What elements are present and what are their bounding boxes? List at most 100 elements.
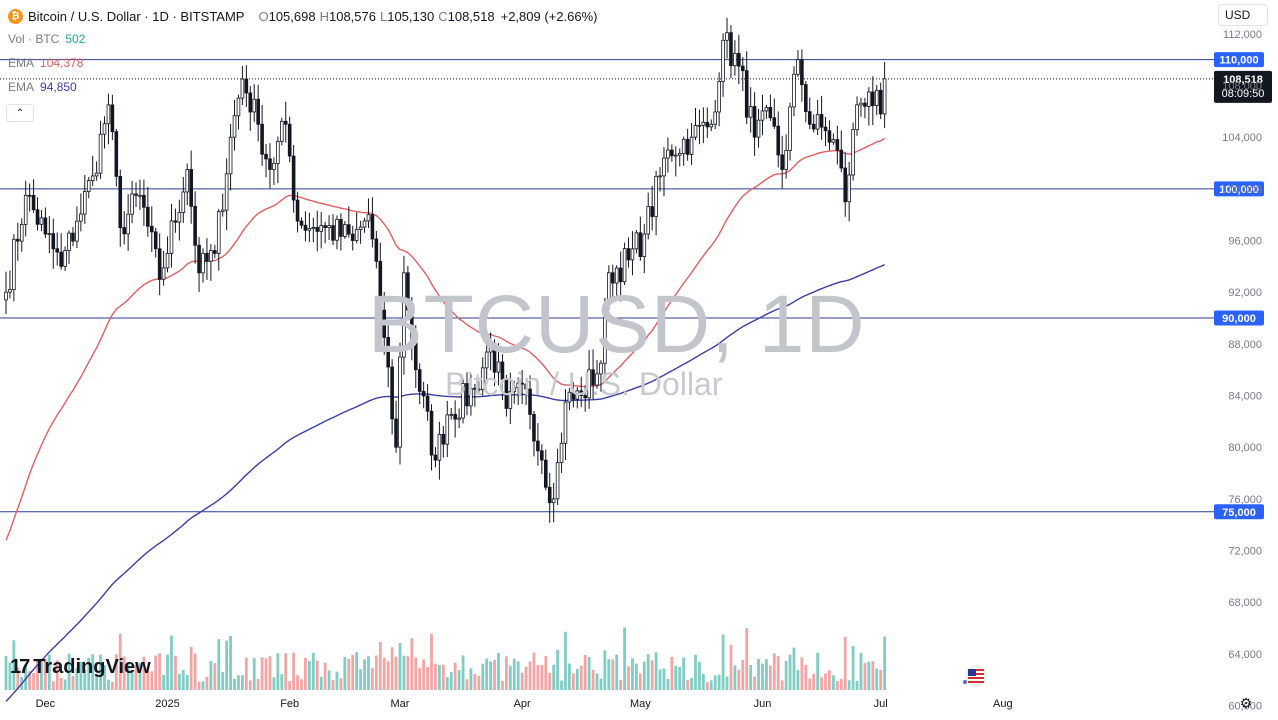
symbol-header[interactable]: ₿ Bitcoin / U.S. Dollar · 1D · BITSTAMP … bbox=[8, 7, 597, 25]
volume-bar bbox=[24, 665, 28, 690]
volume-bar bbox=[146, 667, 150, 690]
volume-bar bbox=[288, 681, 292, 690]
candle-up bbox=[713, 111, 717, 125]
volume-bar bbox=[177, 673, 181, 690]
price-tick-label: 68,000 bbox=[1228, 597, 1262, 609]
volume-bar bbox=[386, 661, 390, 690]
candle-down bbox=[315, 226, 320, 232]
candle-down bbox=[638, 232, 643, 258]
volume-bar bbox=[75, 668, 79, 690]
volume-bar bbox=[493, 659, 496, 690]
volume-bar bbox=[658, 669, 662, 690]
candle-up bbox=[307, 228, 312, 231]
volume-bar bbox=[753, 676, 756, 690]
volume-bar bbox=[142, 656, 146, 690]
ema-fast-legend[interactable]: EMA 104,378 bbox=[8, 56, 83, 70]
candle-up bbox=[607, 272, 611, 306]
settings-gear-icon[interactable]: ⚙ bbox=[1239, 694, 1253, 711]
volume-indicator-legend[interactable]: Vol · BTC 502 bbox=[8, 32, 85, 46]
candle-down bbox=[473, 387, 477, 390]
volume-bar bbox=[323, 662, 327, 690]
currency-selector[interactable]: USD bbox=[1218, 4, 1268, 26]
volume-bar bbox=[666, 678, 670, 690]
volume-bar bbox=[319, 676, 323, 690]
volume-bar bbox=[800, 657, 804, 690]
volume-bar bbox=[103, 665, 106, 690]
tradingview-mark-icon: 17 bbox=[10, 656, 30, 678]
candle-down bbox=[43, 217, 48, 235]
volume-bar bbox=[339, 678, 343, 690]
time-tick-label: Jul bbox=[874, 698, 888, 710]
volume-bar bbox=[615, 654, 619, 690]
price-tick-label: 104,000 bbox=[1222, 132, 1262, 144]
symbol-title[interactable]: Bitcoin / U.S. Dollar · 1D · BITSTAMP bbox=[28, 8, 245, 24]
volume-bar bbox=[776, 656, 780, 690]
price-tick-label: 112,000 bbox=[1223, 29, 1262, 41]
level-price-label: 75,000 bbox=[1222, 507, 1256, 519]
horizontal-levels: 110,000 100,000 90,000 75,000 108,518 08:09:5… bbox=[0, 52, 1272, 520]
tradingview-logo[interactable]: 17 TradingView bbox=[10, 656, 151, 679]
level-price-badge bbox=[1214, 310, 1264, 326]
volume-bar bbox=[229, 635, 232, 690]
volume-bar bbox=[126, 662, 130, 690]
volume-bar bbox=[181, 670, 185, 690]
volume-bar bbox=[745, 628, 749, 690]
candle-up bbox=[469, 387, 473, 407]
candle-up bbox=[851, 129, 855, 176]
volume-bar bbox=[501, 680, 504, 690]
candle-up bbox=[279, 120, 284, 142]
candle-up bbox=[709, 123, 714, 128]
candle-up bbox=[555, 462, 560, 500]
volume-bar bbox=[855, 681, 859, 690]
volume-bar bbox=[449, 671, 453, 690]
volume-bar bbox=[32, 673, 35, 690]
candle-down bbox=[59, 251, 63, 267]
volume-bar bbox=[122, 656, 126, 690]
ema-slow-legend[interactable]: EMA 94,850 bbox=[8, 80, 77, 94]
candle-down bbox=[670, 149, 674, 157]
candle-up bbox=[362, 220, 367, 228]
volume-bar bbox=[623, 627, 626, 690]
time-tick-label: May bbox=[630, 698, 651, 710]
candle-up bbox=[847, 174, 851, 203]
volume-bar bbox=[28, 671, 32, 690]
candle-up bbox=[480, 367, 485, 391]
candle-up bbox=[764, 106, 769, 112]
candle-up bbox=[484, 351, 489, 369]
volume-bar bbox=[575, 669, 579, 690]
candle-down bbox=[618, 267, 623, 283]
level-price-badge bbox=[1214, 52, 1264, 68]
level-price-label: 90,000 bbox=[1222, 313, 1256, 325]
candle-down bbox=[390, 366, 394, 420]
candle-down bbox=[800, 59, 804, 86]
candle-up bbox=[220, 209, 225, 213]
candle-down bbox=[157, 248, 162, 280]
volume-bar bbox=[280, 674, 284, 690]
candle-up bbox=[67, 232, 71, 251]
candle-down bbox=[421, 391, 426, 397]
candle-down bbox=[283, 120, 288, 125]
volume-bar bbox=[225, 640, 229, 690]
volume-bar bbox=[560, 680, 563, 690]
time-tick-label: Aug bbox=[993, 698, 1013, 710]
candle-up bbox=[697, 124, 702, 127]
price-axis: 112,000 108,000 104,000 100,000 96,000 92,000… bbox=[1222, 29, 1262, 713]
volume-bar bbox=[233, 678, 236, 690]
volume-bar bbox=[741, 659, 745, 690]
price-tick-label: 80,000 bbox=[1228, 442, 1262, 454]
candle-down bbox=[547, 486, 552, 504]
candle-up bbox=[614, 267, 619, 284]
candle-up bbox=[457, 417, 461, 420]
collapse-legend-button[interactable]: ⌃ bbox=[6, 104, 34, 122]
volume-bar bbox=[438, 664, 441, 690]
volume-bar bbox=[832, 675, 835, 690]
candle-down bbox=[528, 388, 532, 415]
us-flag-events-icon[interactable] bbox=[962, 665, 988, 687]
candle-down bbox=[417, 369, 422, 392]
price-tick-label: 84,000 bbox=[1228, 391, 1262, 403]
level-price-badge bbox=[1214, 504, 1264, 520]
volume-bar bbox=[331, 680, 335, 690]
candlesticks bbox=[4, 17, 887, 523]
candle-down bbox=[571, 391, 576, 400]
